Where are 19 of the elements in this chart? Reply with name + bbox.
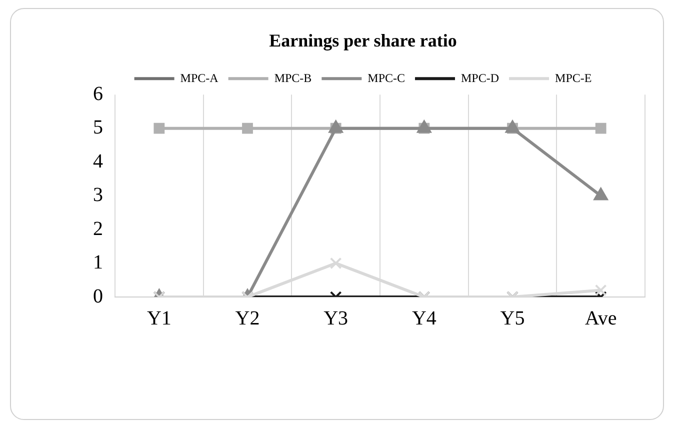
chart-title: Earnings per share ratio [269, 30, 457, 50]
y-tick-label: 4 [93, 150, 103, 172]
legend-label: MPC-B [274, 70, 312, 85]
x-tick-label: Y2 [235, 307, 260, 330]
legend-label: MPC-C [368, 70, 406, 85]
legend-label: MPC-D [461, 70, 500, 85]
legend-label: MPC-A [180, 70, 219, 85]
y-tick-label: 0 [93, 285, 103, 308]
x-tick-label: Ave [584, 307, 617, 330]
x-tick-label: Y5 [500, 307, 525, 330]
x-tick-label: Y1 [146, 307, 172, 330]
x-tick-label: Y3 [324, 307, 348, 330]
y-tick-label: 3 [93, 184, 103, 206]
y-tick-label: 5 [93, 116, 103, 139]
y-tick-label: 1 [93, 252, 103, 274]
legend-label: MPC-E [555, 70, 592, 85]
y-tick-label: 2 [93, 218, 103, 240]
x-tick-label: Y4 [412, 307, 436, 330]
y-tick-label: 6 [93, 82, 103, 105]
